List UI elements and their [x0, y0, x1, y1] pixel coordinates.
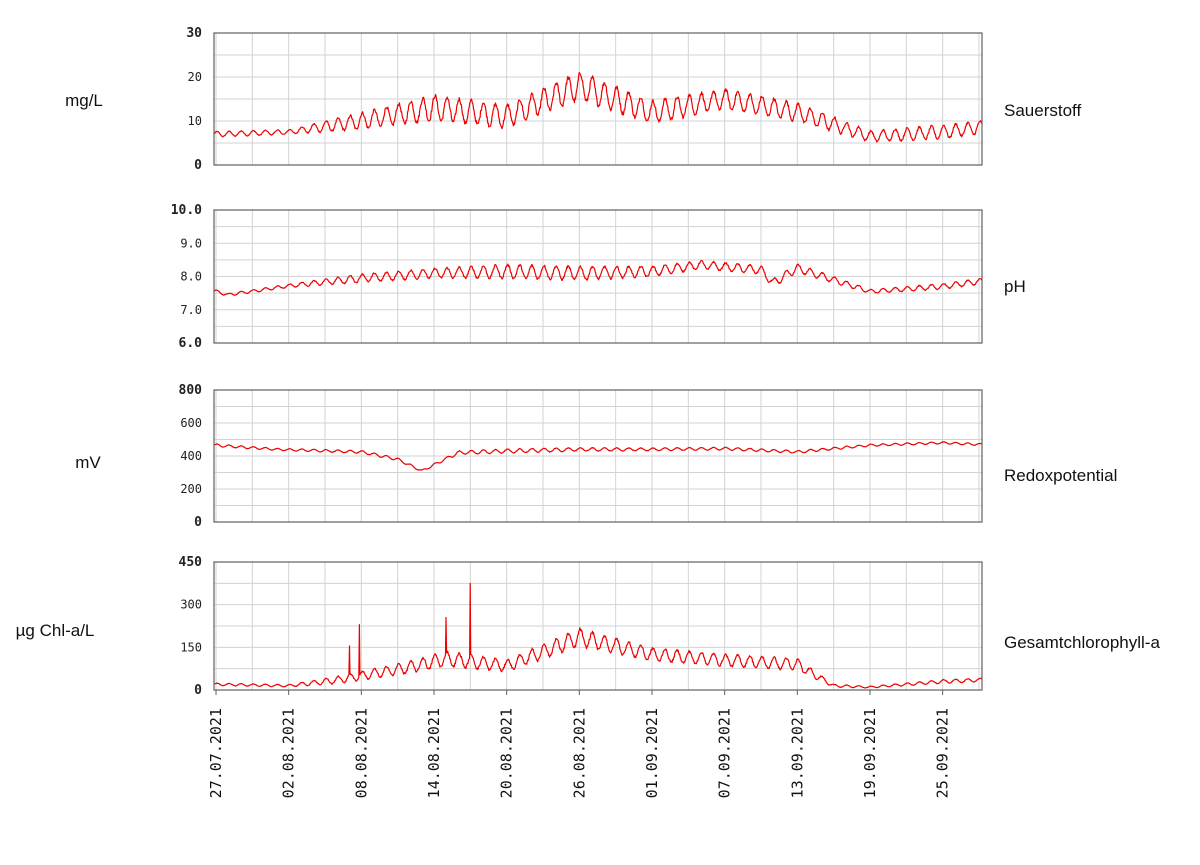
panel-4: 0 150 300 450 µg Chl-a/L Gesamtchlorophyll-a [16, 555, 1161, 698]
y-tick-label: 0 [194, 683, 202, 698]
y-tick-label: 6.0 [179, 336, 203, 351]
series-name-label: Redoxpotential [1004, 466, 1117, 485]
panel-3: 0 200 400 600 800 mV Redoxpotential [75, 383, 1117, 530]
y-tick-label: 7.0 [180, 303, 202, 317]
plot-frame [213, 561, 983, 691]
series-line [213, 71, 983, 143]
y-axis-unit-label: mg/L [65, 91, 103, 110]
y-tick-label: 9.0 [180, 236, 202, 250]
series-line [213, 582, 983, 689]
y-tick-label: 0 [194, 158, 202, 173]
x-tick-label: 19.09.2021 [861, 708, 879, 798]
y-tick-label: 0 [194, 515, 202, 530]
series-line [213, 259, 983, 296]
x-tick-label: 14.08.2021 [425, 708, 443, 798]
plot-frame [213, 389, 983, 523]
x-tick-label: 13.09.2021 [788, 708, 806, 798]
y-tick-label: 600 [180, 416, 202, 430]
series-line [213, 441, 983, 471]
y-tick-label: 150 [180, 640, 202, 654]
x-tick-label: 27.07.2021 [207, 708, 225, 798]
series-name-label: pH [1004, 277, 1026, 296]
y-tick-label: 20 [188, 70, 202, 84]
x-tick-label: 25.09.2021 [934, 708, 952, 798]
x-tick-label: 08.08.2021 [352, 708, 370, 798]
x-tick-label: 02.08.2021 [280, 708, 298, 798]
x-tick-label: 07.09.2021 [716, 708, 734, 798]
panel-2: 6.0 7.0 8.0 9.0 10.0 pH [171, 203, 1026, 351]
y-tick-label: 30 [186, 26, 202, 41]
y-axis-unit-label: µg Chl-a/L [16, 621, 95, 640]
series-name-label: Gesamtchlorophyll-a [1004, 633, 1160, 652]
y-tick-label: 10.0 [171, 203, 202, 218]
y-tick-label: 800 [179, 383, 203, 398]
plot-frame [213, 209, 983, 344]
x-axis: 27.07.2021 02.08.2021 08.08.2021 14.08.2021… [207, 690, 952, 798]
y-tick-label: 400 [180, 449, 202, 463]
series-name-label: Sauerstoff [1004, 101, 1081, 120]
panel-1: 0 10 20 30 mg/L Sauerstoff [65, 26, 1081, 173]
y-axis-unit-label: mV [75, 453, 101, 472]
y-tick-label: 8.0 [180, 270, 202, 284]
plot-frame [213, 32, 983, 166]
x-tick-label: 20.08.2021 [498, 708, 516, 798]
y-tick-label: 300 [180, 598, 202, 612]
y-tick-label: 10 [188, 114, 202, 128]
x-tick-label: 26.08.2021 [570, 708, 588, 798]
y-tick-label: 200 [180, 482, 202, 496]
y-tick-label: 450 [179, 555, 203, 570]
x-tick-label: 01.09.2021 [643, 708, 661, 798]
